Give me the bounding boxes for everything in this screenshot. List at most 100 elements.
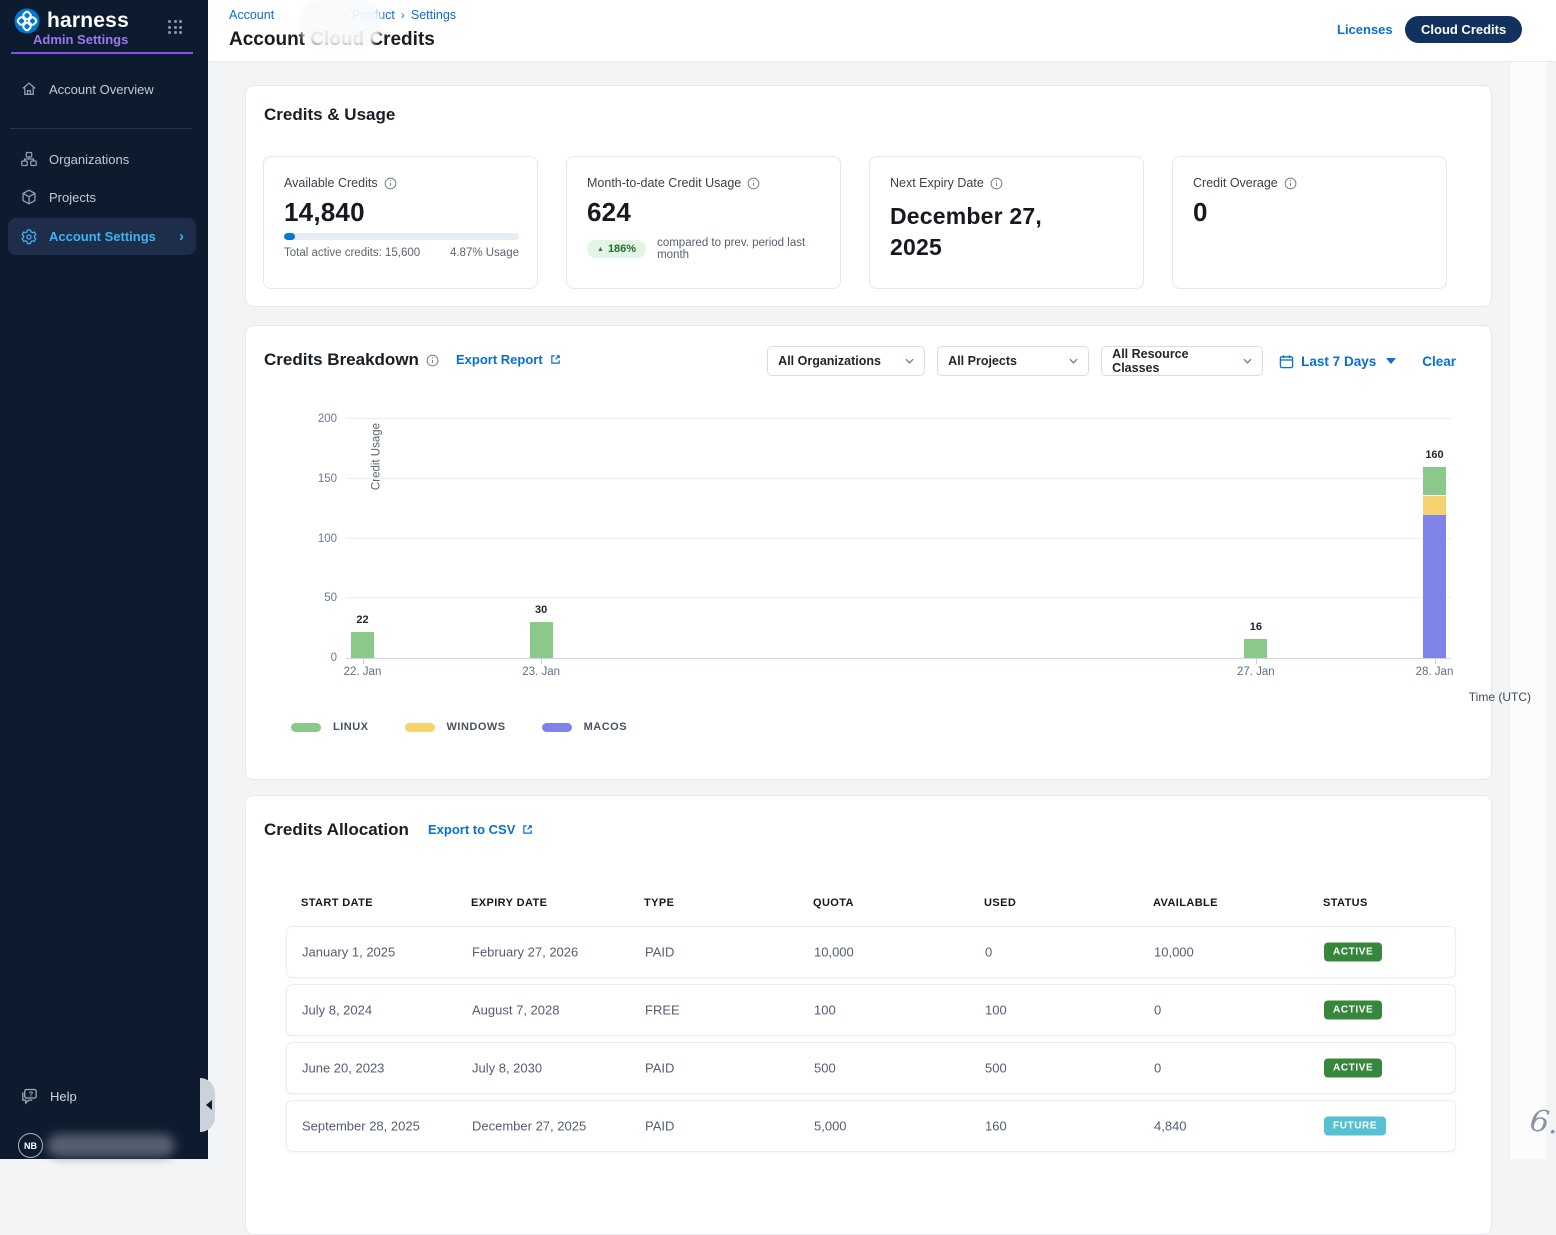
breadcrumb-settings-link[interactable]: Settings [411, 8, 456, 22]
table-cell: January 1, 2025 [302, 945, 395, 960]
filter-bar: All Organizations All Projects All Resou… [767, 346, 1456, 376]
table-cell: FREE [645, 1003, 680, 1018]
legend-item-linux[interactable]: LINUX [291, 721, 369, 733]
resource-classes-filter-select[interactable]: All Resource Classes [1101, 346, 1263, 376]
col-status: STATUS [1323, 897, 1368, 909]
sidebar-item-label: Account Overview [49, 82, 154, 97]
breadcrumb-separator: › [401, 8, 405, 22]
table-cell: 500 [985, 1061, 1007, 1076]
caret-down-icon [1386, 358, 1396, 364]
bar-segment-linux[interactable] [351, 632, 374, 658]
x-tick-mark [363, 659, 364, 664]
help-label: Help [50, 1089, 77, 1104]
redacted-username [47, 1134, 175, 1157]
credits-breakdown-section: Credits Breakdown Export Report All Orga… [245, 325, 1492, 780]
table-row[interactable]: June 20, 2023July 8, 2030PAID5005000ACTI… [286, 1042, 1456, 1094]
legend-item-windows[interactable]: WINDOWS [405, 721, 506, 733]
delta-note: compared to prev. period last month [657, 237, 840, 261]
organizations-filter-select[interactable]: All Organizations [767, 346, 925, 376]
table-cell: 4,840 [1154, 1119, 1187, 1134]
brand-divider [11, 52, 193, 54]
status-cell: ACTIVE [1324, 1001, 1382, 1020]
info-icon[interactable] [426, 354, 439, 367]
gridline [346, 538, 1451, 539]
legend-label: LINUX [333, 721, 369, 733]
total-active-credits: Total active credits: 15,600 [284, 247, 420, 259]
info-icon[interactable] [1284, 177, 1297, 190]
info-icon[interactable] [384, 177, 397, 190]
legend-item-macos[interactable]: MACOS [542, 721, 627, 733]
clear-filters-link[interactable]: Clear [1422, 354, 1456, 369]
table-cell: July 8, 2024 [302, 1003, 372, 1018]
x-tick-label: 28. Jan [1390, 666, 1480, 678]
allocation-rows: January 1, 2025February 27, 2026PAID10,0… [286, 926, 1456, 1158]
calendar-icon [1279, 354, 1294, 369]
y-axis-title: Credit Usage [371, 397, 384, 517]
chart-plot: Credit Usage Time (UTC) 0501001502002222… [346, 420, 1451, 659]
sidebar-collapse-handle[interactable] [200, 1078, 215, 1132]
mtd-usage-card: Month-to-date Credit Usage 624 ▲186% com… [566, 156, 841, 289]
table-cell: August 7, 2028 [472, 1003, 559, 1018]
info-icon[interactable] [990, 177, 1003, 190]
sidebar-item-label: Projects [49, 190, 96, 205]
credit-overage-value: 0 [1193, 197, 1208, 228]
sidebar-item-projects[interactable]: Projects [8, 180, 196, 214]
bar-segment-windows[interactable] [1423, 496, 1446, 515]
help-chat-icon: ? [20, 1087, 39, 1106]
col-start-date: START DATE [301, 897, 373, 909]
credits-allocation-title: Credits Allocation [264, 820, 409, 840]
usage-progress-fill [284, 233, 295, 240]
x-tick-mark [1256, 659, 1257, 664]
sidebar-item-account-settings[interactable]: Account Settings › [8, 218, 196, 255]
projects-filter-select[interactable]: All Projects [937, 346, 1089, 376]
external-link-icon [549, 353, 562, 366]
col-quota: QUOTA [813, 897, 854, 909]
cloud-credits-button[interactable]: Cloud Credits [1405, 16, 1522, 43]
table-cell: 5,000 [814, 1119, 847, 1134]
date-range-picker[interactable]: Last 7 Days [1279, 354, 1396, 369]
table-row[interactable]: January 1, 2025February 27, 2026PAID10,0… [286, 926, 1456, 978]
licenses-link[interactable]: Licenses [1337, 22, 1393, 37]
table-cell: PAID [645, 1061, 674, 1076]
date-range-label: Last 7 Days [1301, 354, 1376, 369]
mtd-usage-label: Month-to-date Credit Usage [587, 176, 741, 190]
legend-label: MACOS [584, 721, 627, 733]
bar-segment-linux[interactable] [530, 622, 553, 658]
page: { "sidebar": { "brand": "harness", "subt… [0, 0, 1556, 1159]
external-link-icon [521, 823, 534, 836]
harness-logo-icon [14, 8, 40, 34]
sidebar-item-account-overview[interactable]: Account Overview [8, 72, 196, 106]
scrollbar-gutter[interactable] [1509, 62, 1546, 1159]
status-badge: ACTIVE [1324, 943, 1382, 962]
export-csv-link[interactable]: Export to CSV [428, 822, 534, 837]
status-cell: FUTURE [1324, 1117, 1386, 1136]
legend-swatch [542, 723, 572, 732]
table-cell: December 27, 2025 [472, 1119, 586, 1134]
svg-text:?: ? [29, 1089, 34, 1098]
avatar[interactable]: NB [18, 1133, 43, 1158]
sidebar-item-organizations[interactable]: Organizations [8, 142, 196, 176]
gear-icon [20, 228, 38, 246]
x-tick-label: 23. Jan [496, 666, 586, 678]
table-row[interactable]: July 8, 2024August 7, 2028FREE1001000ACT… [286, 984, 1456, 1036]
col-available: AVAILABLE [1153, 897, 1218, 909]
legend-label: WINDOWS [447, 721, 506, 733]
bar-segment-linux[interactable] [1244, 639, 1267, 658]
next-expiry-label: Next Expiry Date [890, 176, 984, 190]
breadcrumb-account-link[interactable]: Account [229, 8, 274, 22]
brand-name: harness [47, 9, 129, 33]
app-grid-icon[interactable] [168, 20, 183, 35]
delta-badge: ▲186% [587, 240, 646, 258]
info-icon[interactable] [747, 177, 760, 190]
table-cell: 0 [1154, 1003, 1161, 1018]
bar-segment-macos[interactable] [1423, 515, 1446, 658]
table-cell: February 27, 2026 [472, 945, 578, 960]
export-report-link[interactable]: Export Report [456, 352, 562, 367]
table-row[interactable]: September 28, 2025December 27, 2025PAID5… [286, 1100, 1456, 1152]
bar-total-label: 16 [1226, 621, 1286, 633]
help-button[interactable]: ? Help [8, 1080, 196, 1112]
col-expiry-date: EXPIRY DATE [471, 897, 547, 909]
bar-segment-linux[interactable] [1423, 467, 1446, 496]
credits-usage-section: Credits & Usage Available Credits 14,840… [245, 85, 1492, 307]
next-expiry-card: Next Expiry Date December 27, 2025 [869, 156, 1144, 289]
